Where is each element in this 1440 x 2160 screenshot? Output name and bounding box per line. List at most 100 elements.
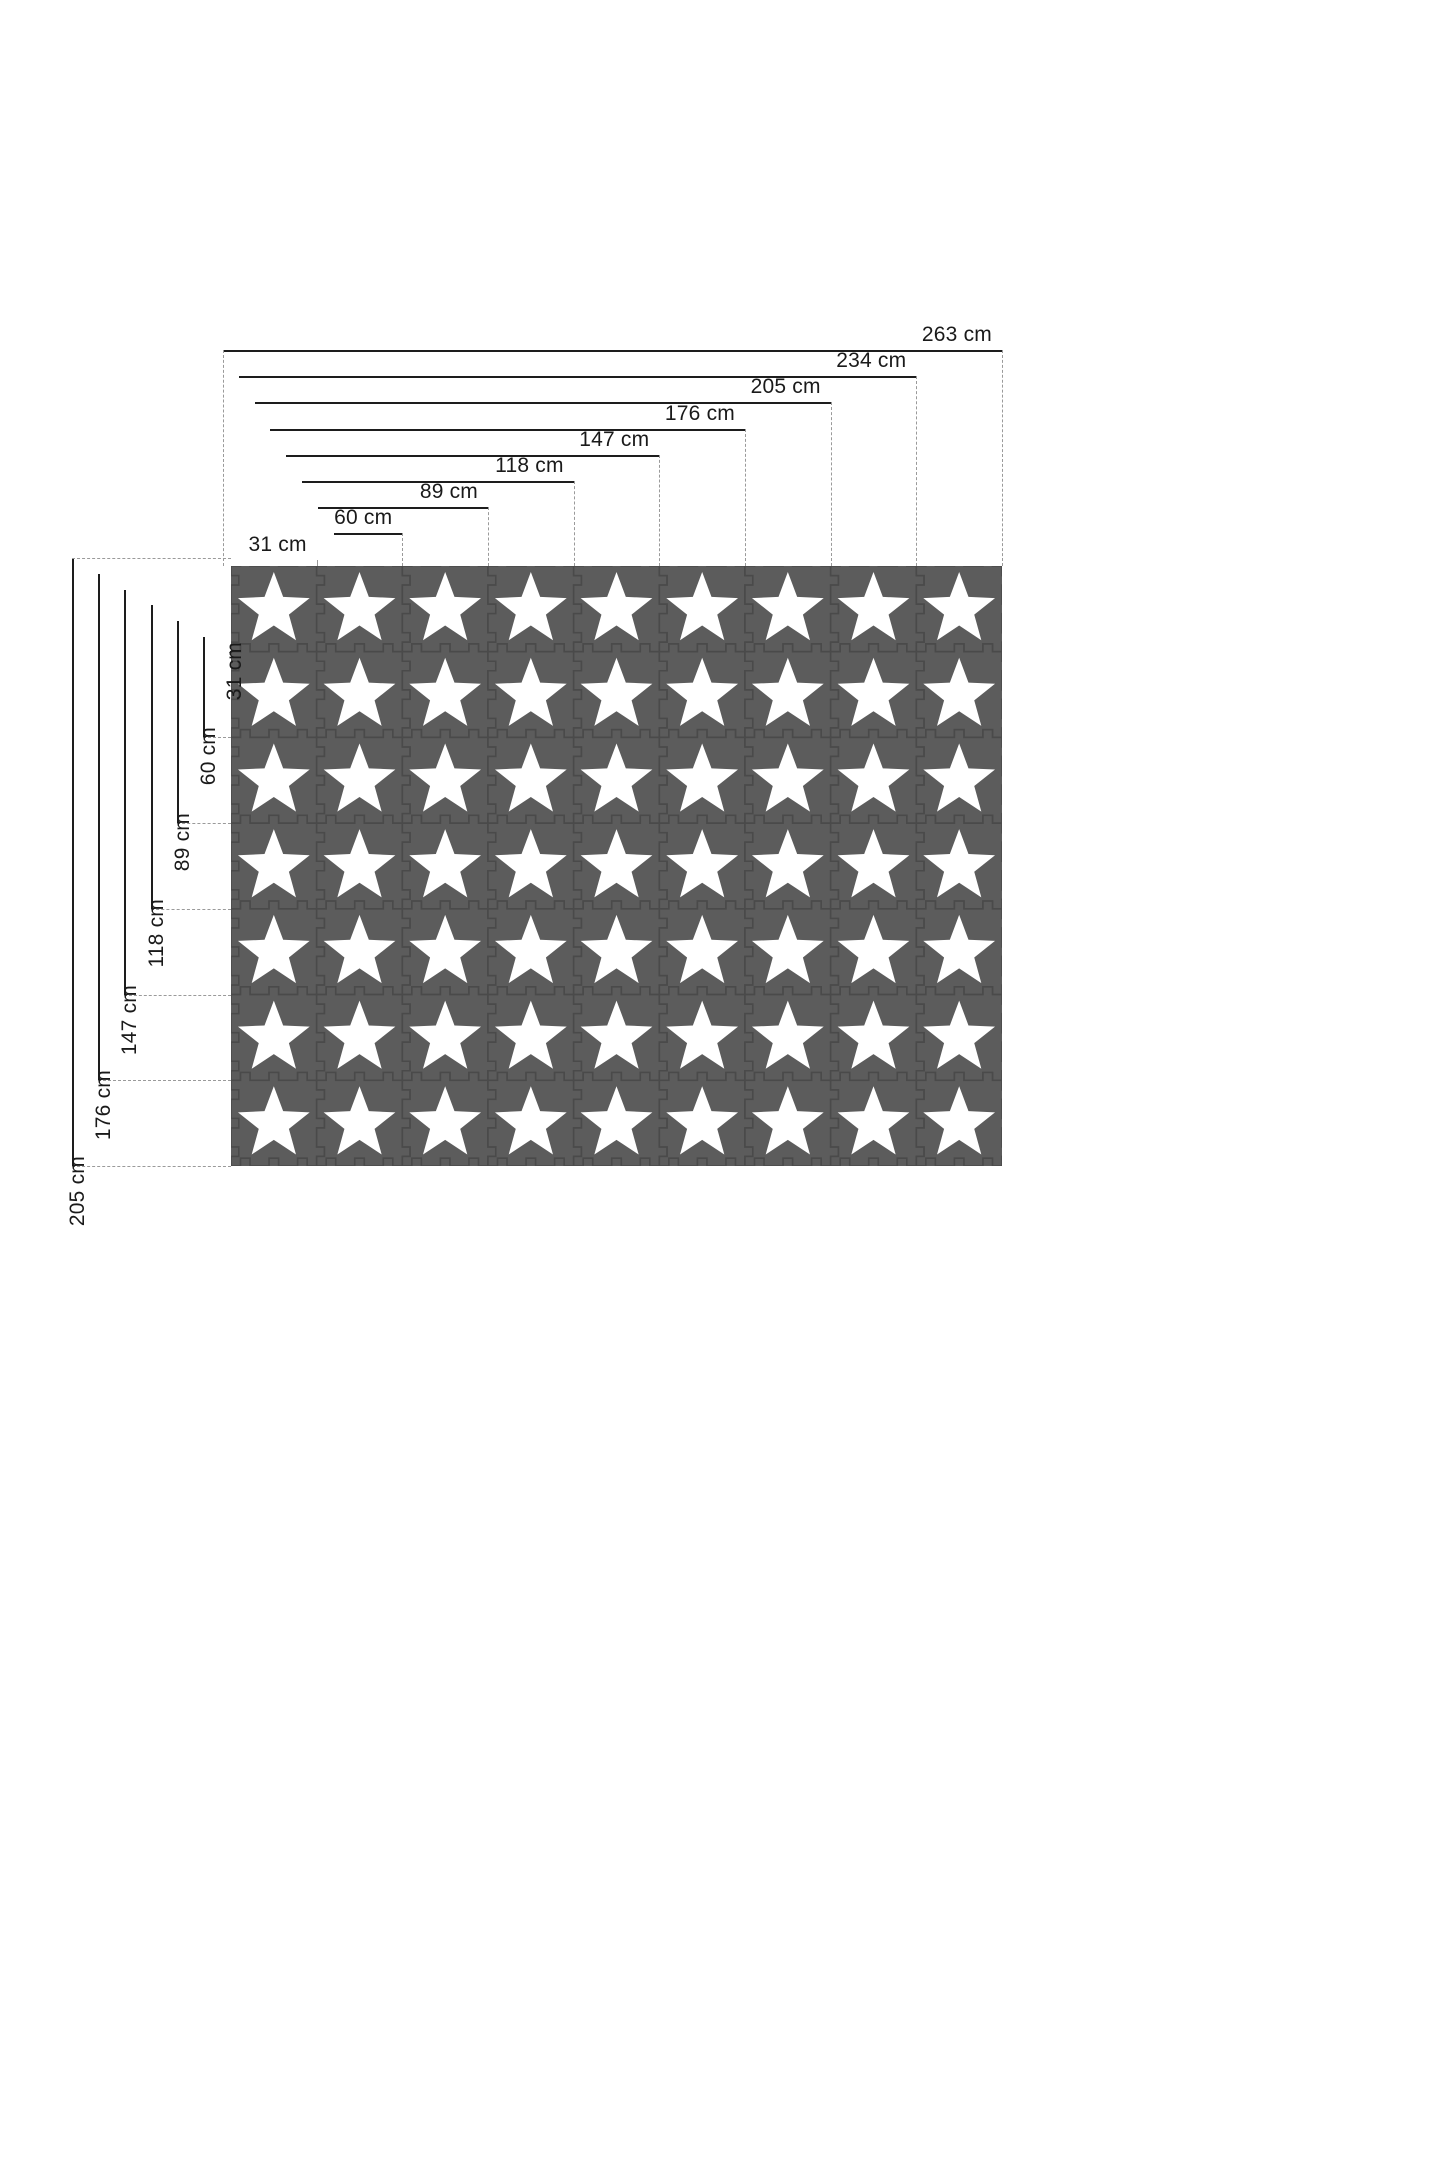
horizontal-extension-line — [745, 428, 746, 566]
star-icon — [237, 829, 310, 898]
star-icon — [494, 829, 567, 898]
star-icon — [923, 1086, 996, 1155]
vertical-dimension-label: 118 cm — [144, 898, 168, 968]
star-icon — [323, 743, 396, 812]
star-icon — [666, 1000, 739, 1069]
horizontal-dimension-label: 118 cm — [495, 454, 564, 477]
puzzle-mat-svg — [231, 566, 1002, 1166]
horizontal-dimension-line — [286, 454, 660, 457]
star-icon — [923, 743, 996, 812]
horizontal-dimension-line — [254, 402, 831, 405]
vertical-dimension-label: 205 cm — [66, 1156, 89, 1227]
star-icon — [923, 657, 996, 726]
star-icon — [323, 1086, 396, 1155]
vertical-extension-line — [124, 994, 231, 996]
star-icon — [237, 657, 310, 726]
horizontal-dimension-line — [223, 350, 1002, 352]
star-icon — [923, 572, 996, 641]
vertical-dimension-label: 176 cm — [92, 1070, 116, 1141]
star-icon — [580, 1000, 653, 1069]
star-icon — [751, 743, 824, 812]
horizontal-extension-line — [573, 481, 575, 566]
star-icon — [666, 914, 739, 984]
mat-tile-grid — [231, 566, 1002, 1166]
vertical-dimension-line — [124, 589, 127, 995]
vertical-extension-line — [176, 823, 231, 825]
vertical-dimension-line — [72, 558, 74, 1166]
star-icon — [323, 914, 396, 984]
horizontal-extension-line — [916, 376, 918, 566]
vertical-extension-line — [203, 737, 231, 739]
horizontal-dimension-label: 234 cm — [836, 349, 907, 373]
star-icon — [580, 829, 653, 898]
puzzle-mat — [229, 564, 1004, 1168]
star-icon — [409, 1086, 482, 1155]
horizontal-dimension-label: 147 cm — [579, 427, 650, 451]
star-icon — [323, 572, 396, 641]
star-icon — [923, 914, 996, 984]
star-icon — [409, 572, 482, 641]
star-icon — [494, 1086, 567, 1155]
vertical-extension-line — [229, 651, 231, 653]
star-icon — [837, 1086, 910, 1155]
vertical-dimension-line — [98, 573, 101, 1081]
star-icon — [923, 829, 996, 898]
star-icon — [837, 1000, 910, 1069]
star-icon — [237, 572, 310, 641]
star-icon — [923, 1000, 996, 1069]
star-icon — [409, 914, 482, 984]
horizontal-extension-line — [1002, 350, 1003, 566]
horizontal-dimension-label: 89 cm — [419, 480, 478, 504]
star-icon — [237, 1086, 310, 1155]
star-icon — [580, 572, 653, 641]
vertical-dimension-label: 89 cm — [170, 813, 194, 872]
horizontal-dimension-label: 176 cm — [664, 401, 735, 425]
star-icon — [494, 1000, 567, 1069]
horizontal-extension-line — [488, 507, 489, 566]
star-icon — [323, 829, 396, 898]
star-icon — [837, 743, 910, 812]
horizontal-dimension-label: 205 cm — [750, 375, 821, 399]
vertical-extension-line — [98, 1080, 231, 1082]
star-icon — [580, 743, 653, 812]
star-icon — [751, 829, 824, 898]
horizontal-dimension-label: 60 cm — [334, 506, 393, 530]
vertical-extension-line — [72, 1166, 231, 1167]
star-icon — [666, 657, 739, 726]
star-icon — [237, 1000, 310, 1069]
vertical-dimension-label: 60 cm — [197, 727, 220, 786]
star-icon — [837, 829, 910, 898]
horizontal-dimension-line — [333, 533, 403, 536]
star-icon — [666, 829, 739, 898]
star-icon — [580, 657, 653, 726]
vertical-extension-line — [150, 908, 231, 910]
origin-extension-line-horizontal — [72, 558, 231, 559]
horizontal-dimension-line — [317, 507, 488, 510]
star-icon — [751, 1086, 824, 1155]
vertical-dimension-line — [150, 605, 153, 909]
star-icon — [409, 657, 482, 726]
star-icon — [494, 657, 567, 726]
star-icon — [409, 743, 482, 812]
star-icon — [237, 914, 310, 984]
star-icon — [323, 1000, 396, 1069]
star-icon — [580, 1086, 653, 1155]
vertical-dimension-label: 147 cm — [118, 984, 142, 1055]
star-icon — [409, 829, 482, 898]
origin-extension-line-vertical — [223, 350, 224, 566]
star-icon — [580, 914, 653, 984]
star-icon — [494, 914, 567, 984]
horizontal-dimension-line — [238, 376, 917, 379]
star-icon — [837, 914, 910, 984]
star-icon — [666, 572, 739, 641]
star-icon — [751, 572, 824, 641]
star-icon — [666, 1086, 739, 1155]
vertical-dimension-label: 31 cm — [223, 641, 247, 700]
star-icon — [751, 914, 824, 984]
star-icon — [751, 1000, 824, 1069]
vertical-dimension-line — [176, 621, 179, 824]
star-icon — [237, 743, 310, 812]
horizontal-extension-line — [316, 559, 318, 566]
horizontal-extension-line — [659, 454, 661, 566]
